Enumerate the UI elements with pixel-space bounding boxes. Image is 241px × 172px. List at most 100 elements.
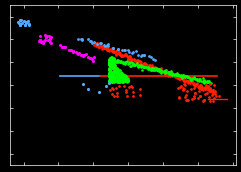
Point <box>149 68 153 71</box>
Point <box>96 44 100 46</box>
Point <box>102 43 106 46</box>
Point <box>121 79 125 82</box>
Point <box>127 62 131 65</box>
Point <box>205 79 209 82</box>
Point <box>120 48 124 51</box>
Point <box>152 69 156 71</box>
Point <box>181 78 185 80</box>
Point <box>98 41 102 44</box>
Point <box>171 74 175 77</box>
Point <box>25 21 29 24</box>
Point <box>126 57 130 60</box>
Point <box>107 48 110 50</box>
Point <box>126 79 129 82</box>
Point <box>175 72 179 75</box>
Point <box>167 71 171 73</box>
Point <box>108 75 112 77</box>
Point <box>71 50 75 52</box>
Point <box>189 78 193 81</box>
Point <box>107 78 111 81</box>
Point <box>126 79 130 82</box>
Point <box>205 81 209 84</box>
Point <box>119 54 123 56</box>
Point <box>157 68 161 71</box>
Point <box>107 75 111 78</box>
Point <box>128 55 132 57</box>
Point <box>117 78 121 81</box>
Point <box>181 76 184 79</box>
Point <box>143 64 147 67</box>
Point <box>48 41 52 44</box>
Point <box>112 62 116 65</box>
Point <box>110 67 114 70</box>
Point <box>116 79 120 82</box>
Point <box>108 69 112 72</box>
Point <box>193 85 197 87</box>
Point <box>183 75 187 78</box>
Point <box>143 62 147 64</box>
Point <box>144 63 147 66</box>
Point <box>107 45 110 48</box>
Point <box>27 23 31 25</box>
Point <box>197 85 201 88</box>
Point <box>159 68 163 71</box>
Point <box>210 93 214 96</box>
Point <box>115 74 119 77</box>
Point <box>108 63 112 66</box>
Point <box>175 75 179 78</box>
Point <box>181 76 185 78</box>
Point <box>110 76 114 79</box>
Point <box>120 55 124 58</box>
Point <box>208 89 212 92</box>
Point <box>135 61 139 64</box>
Point <box>115 61 119 63</box>
Point <box>164 69 167 72</box>
Point <box>100 45 104 48</box>
Point <box>126 56 130 58</box>
Point <box>199 83 202 86</box>
Point <box>108 80 112 82</box>
Point <box>197 86 201 89</box>
Point <box>126 77 130 79</box>
Point <box>146 66 149 69</box>
Point <box>113 70 117 73</box>
Point <box>19 23 22 26</box>
Point <box>118 61 122 64</box>
Point <box>160 70 163 73</box>
Point <box>112 59 116 62</box>
Point <box>96 45 100 48</box>
Point <box>39 35 42 38</box>
Point <box>203 87 207 90</box>
Point <box>42 39 46 42</box>
Point <box>114 59 118 62</box>
Point <box>170 72 174 74</box>
Point <box>110 50 114 53</box>
Point <box>107 61 111 64</box>
Point <box>205 87 209 90</box>
Point <box>116 79 120 82</box>
Point <box>107 62 111 65</box>
Point <box>168 74 172 77</box>
Point <box>61 45 65 48</box>
Point <box>121 81 125 84</box>
Point <box>131 95 134 98</box>
Point <box>192 77 196 80</box>
Point <box>174 74 178 77</box>
Point <box>80 53 83 56</box>
Point <box>125 79 129 82</box>
Point <box>110 64 114 67</box>
Point <box>106 43 110 46</box>
Point <box>121 75 125 77</box>
Point <box>163 71 167 74</box>
Point <box>126 49 130 51</box>
Point <box>146 66 150 69</box>
Point <box>99 45 103 47</box>
Point <box>134 63 138 66</box>
Point <box>212 97 216 100</box>
Point <box>118 60 122 62</box>
Point <box>138 60 142 63</box>
Point <box>108 64 112 67</box>
Point <box>58 44 62 47</box>
Point <box>174 75 178 78</box>
Point <box>111 72 114 75</box>
